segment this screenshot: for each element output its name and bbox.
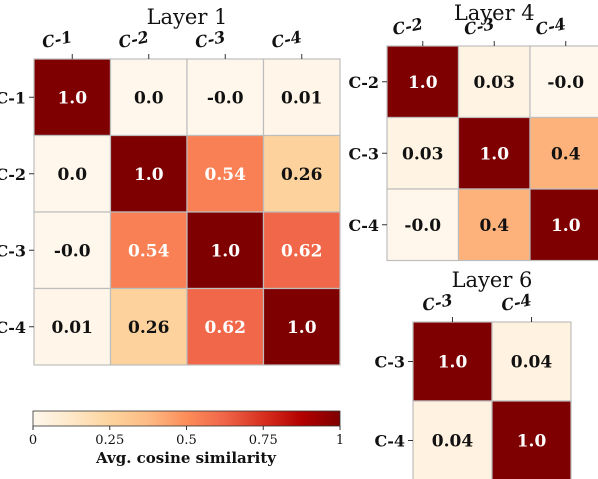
heatmap-cell [457,116,531,190]
heatmap-cell [529,45,598,119]
cell-value-label: 1.0 [551,216,581,236]
colorbar-gradient [32,410,341,427]
column-tick-label: C-2 [391,14,425,39]
heatmap-cell [491,321,572,402]
column-tick-label: C-3 [420,290,454,315]
colorbar-tick-label: 0 [29,433,37,448]
row-tick-label: C-4 [0,318,26,337]
row-tick-label: C-3 [348,144,379,163]
column-tick-label: C-2 [117,27,151,52]
cell-value-label: 1.0 [479,144,509,164]
row-tick-label: C-4 [374,432,405,451]
panel-title: Layer 4 [454,1,535,25]
cell-value-label: 0.04 [511,353,553,373]
cell-value-label: 0.01 [52,318,93,338]
row-tick-label: C-3 [374,353,405,372]
cell-value-label: 0.26 [128,318,169,338]
heatmap-cell [109,287,188,366]
heatmap-cell [109,211,188,290]
cell-value-label: -0.0 [547,73,584,93]
heatmap-layer-6: Layer 6 1.0 0.04 0.04 1.0 C-3 C-4 C-3 C-4 [374,268,572,479]
heatmap-layer-4: Layer 4 1.0 0.03 -0.0 0.03 1.0 0.4 -0.0 0.4 1.0 C-… [348,1,598,262]
cell-value-label: 0.03 [402,144,443,164]
colorbar-tick-label: 0.5 [176,433,197,448]
cell-value-label: 1.0 [57,88,87,108]
heatmap-cell [457,45,531,119]
column-tick-label: C-4 [270,27,304,52]
heatmap-cell [529,188,598,262]
heatmap-layer-1: Layer 1 1.0 0.0 -0.0 0.01 0.0 1.0 0.54 0.26 -0.0 0… [0,5,341,366]
cell-value-label: 0.62 [205,318,246,338]
colorbar: 0 0.25 0.5 0.75 1 Avg. cosine similarity [29,410,344,467]
cell-value-label: 0.26 [281,165,322,185]
heatmap-cell [491,400,572,479]
cell-value-label: 0.62 [281,241,322,261]
cell-value-label: 1.0 [134,165,164,185]
heatmap-cell [262,134,341,213]
cell-value-label: 0.0 [57,165,87,185]
cell-value-label: -0.0 [404,216,441,236]
panel-title: Layer 6 [452,268,533,292]
heatmap-cell [109,134,188,213]
cell-value-label: 0.03 [474,73,515,93]
row-tick-label: C-3 [0,241,26,260]
cell-value-label: 0.01 [281,88,322,108]
row-tick-label: C-1 [0,88,26,107]
heatmap-cell [412,400,493,479]
cell-value-label: 0.04 [432,432,474,452]
colorbar-tick-label: 0.25 [95,433,124,448]
panel-title: Layer 1 [147,5,228,29]
cell-value-label: 1.0 [438,353,468,373]
heatmap-cell [262,58,341,137]
colorbar-label: Avg. cosine similarity [95,449,277,467]
cell-value-label: 1.0 [517,432,547,452]
column-tick-label: C-3 [193,27,227,52]
heatmap-cell [386,188,460,262]
cell-value-label: 1.0 [287,318,317,338]
colorbar-tick-label: 1 [336,433,344,448]
heatmap-cell [33,287,112,366]
cell-value-label: 0.0 [134,88,164,108]
heatmap-cell [262,211,341,290]
colorbar-tick-label: 0.75 [249,433,278,448]
cell-value-label: -0.0 [207,88,244,108]
colorbar-ticks: 0 0.25 0.5 0.75 1 [29,426,344,448]
heatmap-cell [109,58,188,137]
cell-value-label: 0.4 [479,216,509,236]
column-tick-label: C-4 [499,290,533,315]
cell-value-label: -0.0 [54,241,91,261]
cell-value-label: 0.54 [128,241,170,261]
cell-value-label: 0.4 [551,144,581,164]
cell-value-label: 0.54 [205,165,247,185]
column-tick-label: C-4 [534,14,568,39]
heatmap-cell [386,116,460,190]
row-tick-label: C-2 [0,165,26,184]
cell-value-label: 1.0 [210,241,240,261]
heatmap-cell [262,287,341,366]
heatmap-cell [33,58,112,137]
heatmap-cell [529,116,598,190]
column-tick-label: C-1 [40,27,74,52]
row-tick-label: C-4 [348,216,379,235]
row-tick-label: C-2 [348,73,379,92]
cell-value-label: 1.0 [408,73,438,93]
